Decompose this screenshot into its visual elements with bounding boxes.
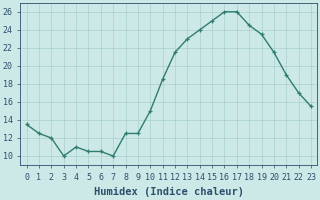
X-axis label: Humidex (Indice chaleur): Humidex (Indice chaleur) [94, 187, 244, 197]
